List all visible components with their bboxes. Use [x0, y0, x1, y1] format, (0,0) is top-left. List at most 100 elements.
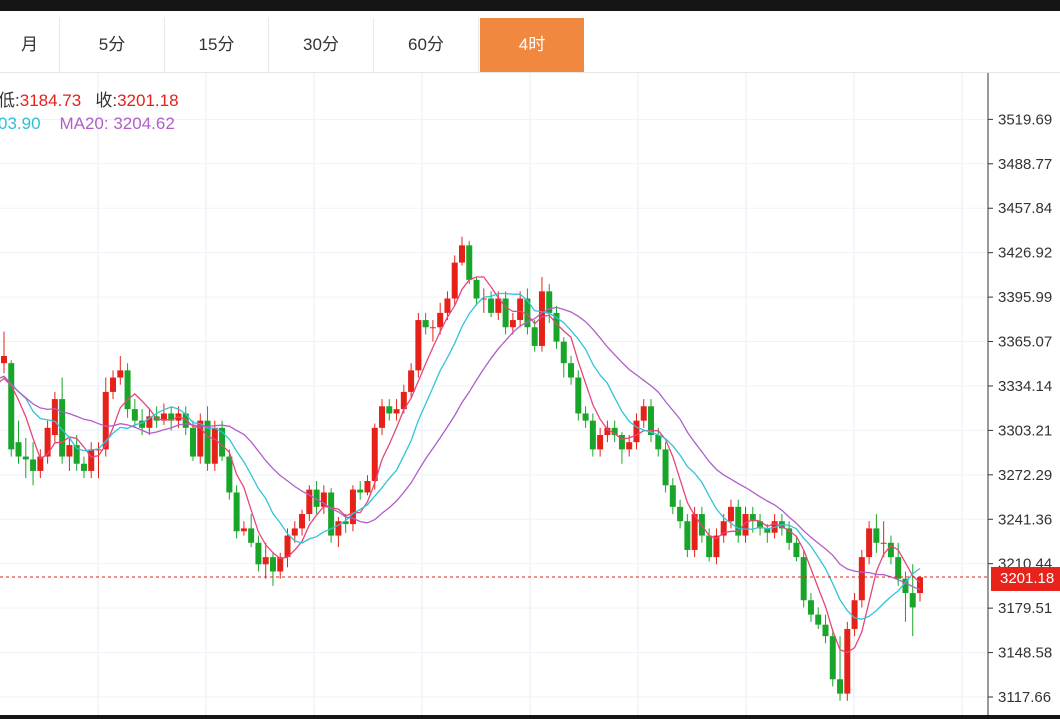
tab-60min[interactable]: 60分 [374, 18, 479, 72]
candle-body [328, 492, 335, 536]
candle-body [502, 298, 509, 328]
candle-body [0, 355, 7, 364]
candle-body [80, 463, 87, 471]
candle-body [131, 409, 138, 421]
candle-body [829, 636, 836, 680]
candle-body [335, 521, 342, 536]
candle-body [611, 427, 618, 436]
tab-5min[interactable]: 5分 [60, 18, 165, 72]
candle [495, 291, 502, 321]
tab-30min[interactable]: 30分 [269, 18, 374, 72]
candle [168, 406, 175, 431]
candle-body [262, 557, 269, 565]
candle [219, 420, 226, 461]
candle [429, 320, 436, 342]
candle [764, 524, 771, 543]
candle-body [429, 327, 436, 329]
candle [706, 528, 713, 562]
candle [793, 535, 800, 562]
candle [633, 413, 640, 450]
candle [887, 535, 894, 565]
candle [269, 552, 276, 586]
candle-body [858, 557, 865, 601]
candle [386, 399, 393, 421]
price-tick-label: 3179.51 [998, 600, 1052, 617]
candle-body [509, 320, 516, 328]
candle-body [473, 279, 480, 299]
candle [568, 355, 575, 385]
tab-month[interactable]: 月 [0, 18, 60, 72]
candle-body [168, 413, 175, 421]
candle-body [364, 480, 371, 493]
ma10-value: 03.90 [0, 114, 41, 133]
candles [0, 236, 923, 701]
candle-body [182, 413, 189, 428]
candle [822, 614, 829, 644]
candle-body [393, 409, 400, 414]
candle-body [320, 492, 327, 507]
candle-body [66, 445, 73, 457]
candle-body [742, 514, 749, 536]
candle-body [786, 528, 793, 543]
candle [190, 420, 196, 461]
candle-body [269, 557, 276, 572]
candle-body [342, 521, 349, 525]
price-tick-label: 3272.29 [998, 467, 1052, 484]
candle [240, 521, 247, 536]
candle-body [735, 506, 742, 536]
candle [73, 435, 80, 471]
candle [371, 423, 378, 490]
candle-body [357, 489, 364, 493]
candle [655, 427, 662, 457]
current-price-tag: 3201.18 [991, 567, 1060, 591]
candle [917, 575, 923, 602]
tab-4hour[interactable]: 4时 [480, 18, 584, 72]
candle-body [313, 489, 320, 507]
candle [735, 499, 742, 543]
candle [684, 514, 691, 558]
candle [880, 521, 887, 558]
candle-body [568, 363, 575, 378]
candle-body [451, 262, 458, 299]
candle-body [727, 506, 734, 522]
candle [335, 516, 342, 548]
candle-body [422, 320, 429, 328]
candle [815, 607, 822, 629]
candle [291, 521, 298, 543]
candle-body [59, 399, 66, 457]
candle [553, 305, 560, 349]
candle-body [408, 370, 415, 392]
candle [364, 475, 371, 496]
candle-body [44, 427, 51, 457]
candlestick-chart[interactable]: 3519.69 3488.77 3457.84 3426.92 3395.99 3365.… [0, 73, 1060, 715]
candle [626, 435, 633, 457]
candle-body [807, 600, 814, 615]
candle [829, 628, 836, 687]
window-top-bar [0, 0, 1060, 11]
candle-body [902, 578, 909, 594]
candle [597, 427, 604, 457]
candle [379, 399, 386, 436]
candle-body [720, 521, 727, 536]
candle [618, 432, 625, 464]
candle-body [713, 535, 720, 558]
candle-body [284, 535, 291, 558]
candle-body [139, 420, 146, 428]
candle-body [844, 628, 851, 694]
candle [844, 621, 851, 701]
low-value: 3184.73 [19, 91, 82, 110]
candle [437, 302, 444, 335]
ma20-value: 3204.62 [113, 114, 175, 133]
candle-body [677, 506, 684, 522]
candle [604, 420, 611, 443]
candle-body [757, 521, 764, 529]
candle [589, 413, 596, 457]
price-tick-label: 3334.14 [998, 378, 1052, 395]
tab-15min[interactable]: 15分 [165, 18, 269, 72]
candle-body [895, 557, 902, 579]
candle [160, 403, 167, 425]
candle-body [887, 542, 894, 558]
candle [415, 312, 422, 378]
candle [757, 514, 764, 536]
candle-body [197, 420, 204, 457]
